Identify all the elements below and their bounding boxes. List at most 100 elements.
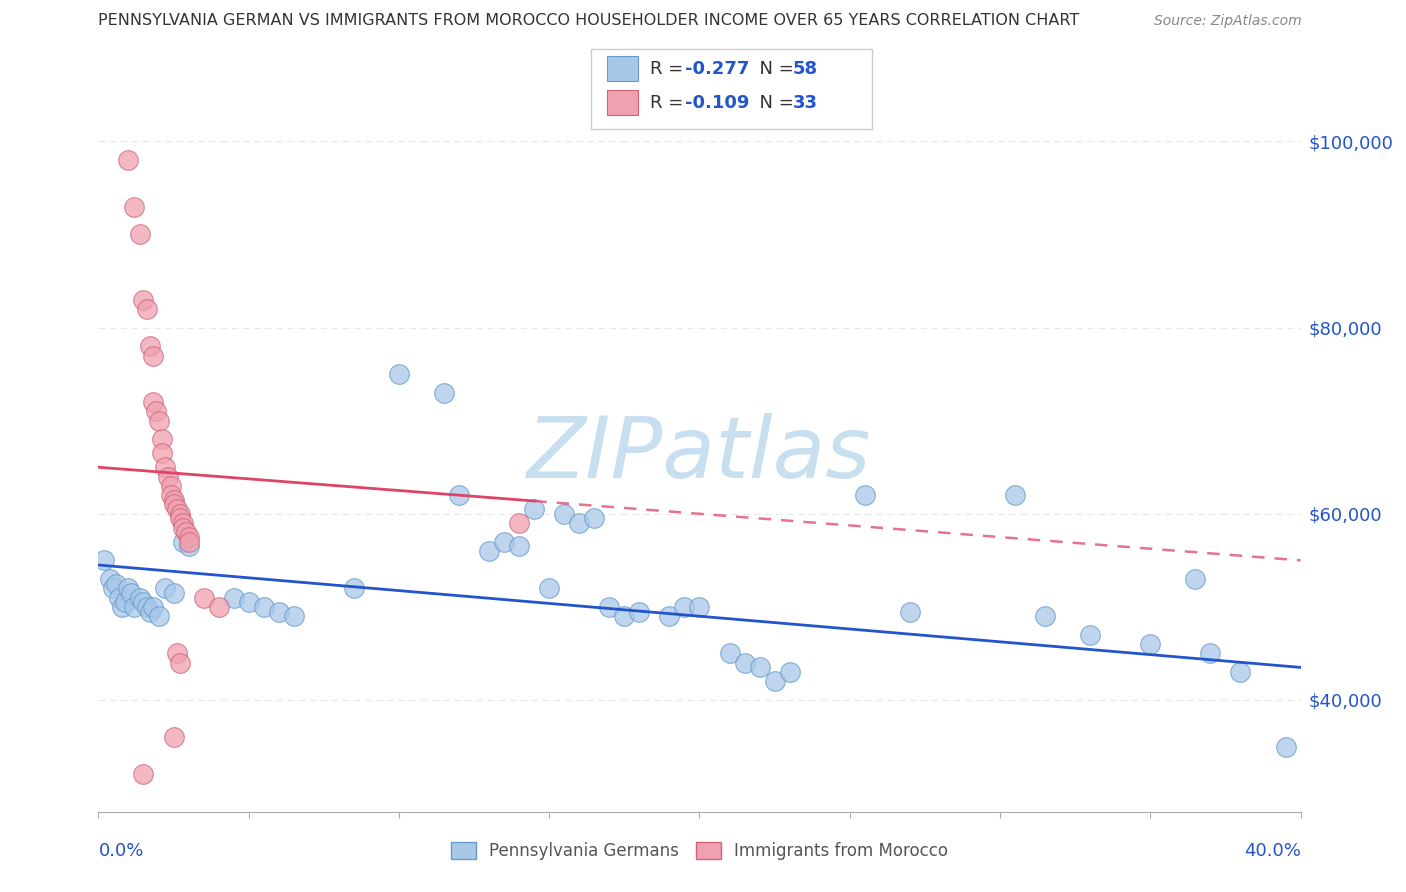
Point bbox=[898, 605, 921, 619]
Text: R =: R = bbox=[650, 60, 689, 78]
Point bbox=[150, 446, 173, 460]
Point bbox=[523, 502, 546, 516]
Point bbox=[114, 595, 136, 609]
Point bbox=[658, 609, 681, 624]
Point bbox=[177, 540, 200, 554]
Point bbox=[174, 525, 197, 540]
Point bbox=[553, 507, 575, 521]
Point bbox=[1199, 647, 1222, 661]
Text: N =: N = bbox=[748, 60, 800, 78]
Point bbox=[162, 498, 184, 512]
Point bbox=[121, 586, 143, 600]
Point bbox=[169, 511, 191, 525]
Point bbox=[343, 582, 366, 596]
Point bbox=[673, 599, 696, 614]
Point bbox=[166, 647, 188, 661]
Point bbox=[132, 293, 155, 307]
Point bbox=[583, 511, 606, 525]
Point bbox=[1274, 739, 1296, 754]
Text: 40.0%: 40.0% bbox=[1244, 842, 1301, 860]
Point bbox=[598, 599, 620, 614]
Text: ZIPatlas: ZIPatlas bbox=[527, 413, 872, 496]
Point bbox=[508, 540, 530, 554]
Point bbox=[166, 502, 188, 516]
Point bbox=[478, 544, 501, 558]
Point bbox=[763, 674, 786, 689]
Point bbox=[148, 414, 170, 428]
Point bbox=[111, 599, 134, 614]
Text: -0.277: -0.277 bbox=[685, 60, 749, 78]
Point bbox=[138, 339, 160, 353]
Point bbox=[129, 227, 152, 242]
Point bbox=[494, 534, 516, 549]
Point bbox=[508, 516, 530, 530]
Point bbox=[129, 591, 152, 605]
Point bbox=[100, 572, 122, 586]
Point bbox=[613, 609, 636, 624]
Point bbox=[162, 586, 184, 600]
Point bbox=[388, 367, 411, 381]
Point bbox=[267, 605, 290, 619]
Point bbox=[208, 599, 231, 614]
Text: 33: 33 bbox=[793, 94, 818, 112]
Text: 0.0%: 0.0% bbox=[98, 842, 143, 860]
Point bbox=[124, 200, 146, 214]
Point bbox=[153, 460, 176, 475]
Text: Source: ZipAtlas.com: Source: ZipAtlas.com bbox=[1154, 14, 1302, 28]
Point bbox=[1229, 665, 1251, 679]
Point bbox=[117, 153, 139, 167]
Point bbox=[117, 582, 139, 596]
Point bbox=[283, 609, 305, 624]
Point bbox=[238, 595, 260, 609]
Text: 58: 58 bbox=[793, 60, 818, 78]
Point bbox=[132, 595, 155, 609]
Point bbox=[172, 521, 194, 535]
Point bbox=[538, 582, 561, 596]
Point bbox=[1004, 488, 1026, 502]
Legend: Pennsylvania Germans, Immigrants from Morocco: Pennsylvania Germans, Immigrants from Mo… bbox=[444, 835, 955, 867]
Point bbox=[145, 404, 167, 418]
Point bbox=[177, 534, 200, 549]
Point bbox=[141, 349, 163, 363]
Point bbox=[103, 582, 125, 596]
Point bbox=[177, 530, 200, 544]
Point bbox=[141, 599, 163, 614]
Point bbox=[135, 599, 157, 614]
Point bbox=[628, 605, 651, 619]
Point bbox=[193, 591, 215, 605]
Text: PENNSYLVANIA GERMAN VS IMMIGRANTS FROM MOROCCO HOUSEHOLDER INCOME OVER 65 YEARS : PENNSYLVANIA GERMAN VS IMMIGRANTS FROM M… bbox=[98, 13, 1080, 28]
Point bbox=[150, 433, 173, 447]
Point bbox=[433, 385, 456, 400]
Point bbox=[253, 599, 276, 614]
Point bbox=[162, 730, 184, 744]
Point bbox=[93, 553, 115, 567]
Text: -0.109: -0.109 bbox=[685, 94, 749, 112]
Text: R =: R = bbox=[650, 94, 689, 112]
Point bbox=[689, 599, 711, 614]
Point bbox=[153, 582, 176, 596]
Point bbox=[779, 665, 801, 679]
Point bbox=[108, 591, 131, 605]
Point bbox=[135, 301, 157, 316]
Point bbox=[148, 609, 170, 624]
Point bbox=[132, 767, 155, 781]
Point bbox=[172, 534, 194, 549]
Text: N =: N = bbox=[748, 94, 800, 112]
Point bbox=[169, 507, 191, 521]
Point bbox=[172, 516, 194, 530]
Point bbox=[1033, 609, 1056, 624]
Point bbox=[105, 576, 128, 591]
Point bbox=[853, 488, 876, 502]
Point bbox=[159, 479, 181, 493]
Point bbox=[748, 660, 770, 674]
Point bbox=[1139, 637, 1161, 651]
Point bbox=[1184, 572, 1206, 586]
Point bbox=[734, 656, 756, 670]
Point bbox=[718, 647, 741, 661]
Point bbox=[124, 599, 146, 614]
Point bbox=[162, 492, 184, 507]
Point bbox=[138, 605, 160, 619]
Point bbox=[1078, 628, 1101, 642]
Point bbox=[156, 469, 179, 483]
Point bbox=[568, 516, 591, 530]
